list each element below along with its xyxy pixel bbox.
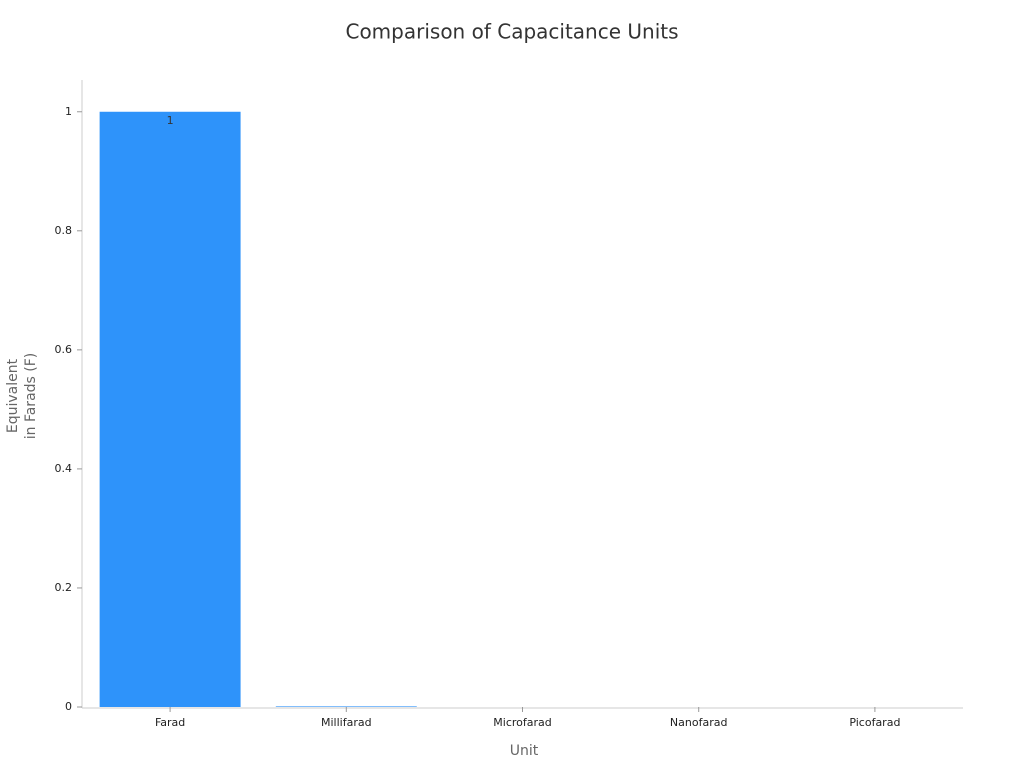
y-tick-label: 0.2 [55, 581, 73, 594]
x-tick-label: Nanofarad [670, 716, 728, 729]
x-axis-label: Unit [510, 743, 539, 759]
y-tick-label: 0 [65, 700, 72, 713]
x-tick-label: Millifarad [321, 716, 372, 729]
y-axis-label: in Farads (F) [23, 353, 39, 440]
y-tick-label: 0.4 [55, 462, 73, 475]
y-tick-label: 0.6 [55, 343, 73, 356]
data-label: 1 [167, 114, 174, 127]
y-tick-label: 1 [65, 105, 72, 118]
x-tick-label: Picofarad [849, 716, 900, 729]
x-tick-label: Farad [155, 716, 185, 729]
y-axis-label: Equivalent [5, 358, 21, 433]
bar [275, 706, 417, 707]
bar [99, 111, 241, 707]
x-tick-label: Microfarad [493, 716, 551, 729]
y-tick-label: 0.8 [55, 224, 73, 237]
chart-title: Comparison of Capacitance Units [345, 20, 678, 44]
